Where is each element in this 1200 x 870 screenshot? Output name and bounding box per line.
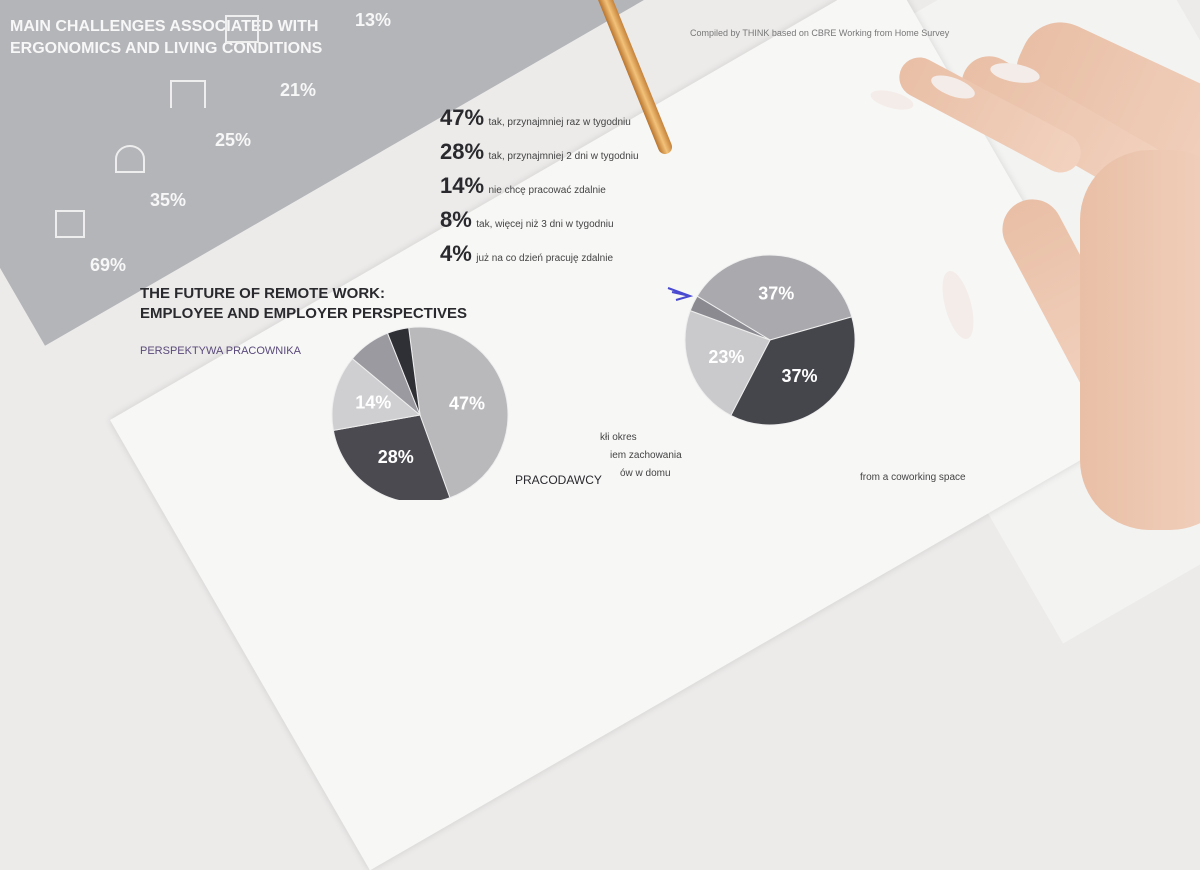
palm [1080, 150, 1200, 530]
pie-chart-employee: 47% 28% 14% [331, 326, 509, 500]
pie-slice [331, 357, 422, 431]
stat-label: tak, więcej niż 3 dni w tygodniu [476, 219, 614, 230]
stat-row: 28% tak, przynajmniej 2 dni w tygodniu [440, 139, 639, 164]
card-stat: 69% [90, 255, 127, 275]
desk-icon [170, 80, 206, 108]
stat-value: 14% [440, 173, 485, 198]
card-stat: 13% [355, 10, 392, 30]
body-text: iem zachowania [610, 450, 682, 461]
section-label-2: PRACODAWCY [515, 473, 602, 487]
laptop-icon [225, 15, 259, 43]
pie-slice [684, 309, 771, 417]
pie-slice [408, 326, 509, 499]
pie-label: 23% [708, 347, 744, 367]
pie-slice [689, 295, 771, 341]
pie-slice [696, 254, 853, 341]
arrow-mark [667, 287, 694, 301]
pie-label: 37% [758, 284, 794, 304]
pie-chart-employer: 37% 37% 23% [684, 254, 856, 426]
card-title: MAIN CHALLENGES ASSOCIATED WITH [10, 18, 319, 35]
stat-label: tak, przynajmniej raz w tygodniu [488, 117, 631, 128]
stat-row: 14% nie chcę pracować zdalnie [440, 173, 606, 198]
card-stat: 25% [215, 130, 252, 150]
body-text: kłi okres [600, 432, 637, 443]
page-title: THE FUTURE OF REMOTE WORK: [140, 285, 385, 302]
stat-value: 4% [440, 241, 472, 266]
stat-row: 8% tak, więcej niż 3 dni w tygodniu [440, 207, 614, 232]
pie-slice [332, 414, 451, 500]
card-stat: 35% [150, 190, 187, 210]
people-icon [115, 145, 145, 173]
desk-chair-icon [55, 210, 85, 238]
section-label: PERSPEKTYWA PRACOWNIKA [140, 345, 301, 357]
stat-value: 28% [440, 139, 485, 164]
stat-label: już na co dzień pracuję zdalnie [476, 253, 614, 264]
source-note: Compiled by THINK based on CBRE Working … [690, 28, 950, 38]
card-stat: 21% [280, 80, 317, 100]
stat-label: tak, przynajmniej 2 dni w tygodniu [488, 151, 639, 162]
card-title-2: ERGONOMICS AND LIVING CONDITIONS [10, 40, 323, 57]
stat-value: 47% [440, 105, 485, 130]
stat-row: 4% już na co dzień pracuję zdalnie [440, 241, 613, 266]
pie-slice [386, 327, 421, 416]
stat-value: 8% [440, 207, 472, 232]
stat-row: 47% tak, przynajmniej raz w tygodniu [440, 105, 631, 130]
pie-label: 37% [782, 366, 818, 386]
body-text: ów w domu [620, 468, 671, 479]
body-text: from a coworking space [860, 472, 966, 483]
stat-label: nie chcę pracować zdalnie [488, 185, 606, 196]
pie-label: 47% [449, 394, 485, 414]
pie-slice [730, 316, 856, 426]
pie-charts: 47% 28% 14% 37% 37% 23% [331, 254, 856, 500]
pie-label: 28% [378, 447, 414, 467]
pie-label: 14% [355, 393, 391, 413]
page-subtitle: EMPLOYEE AND EMPLOYER PERSPECTIVES [140, 305, 468, 322]
